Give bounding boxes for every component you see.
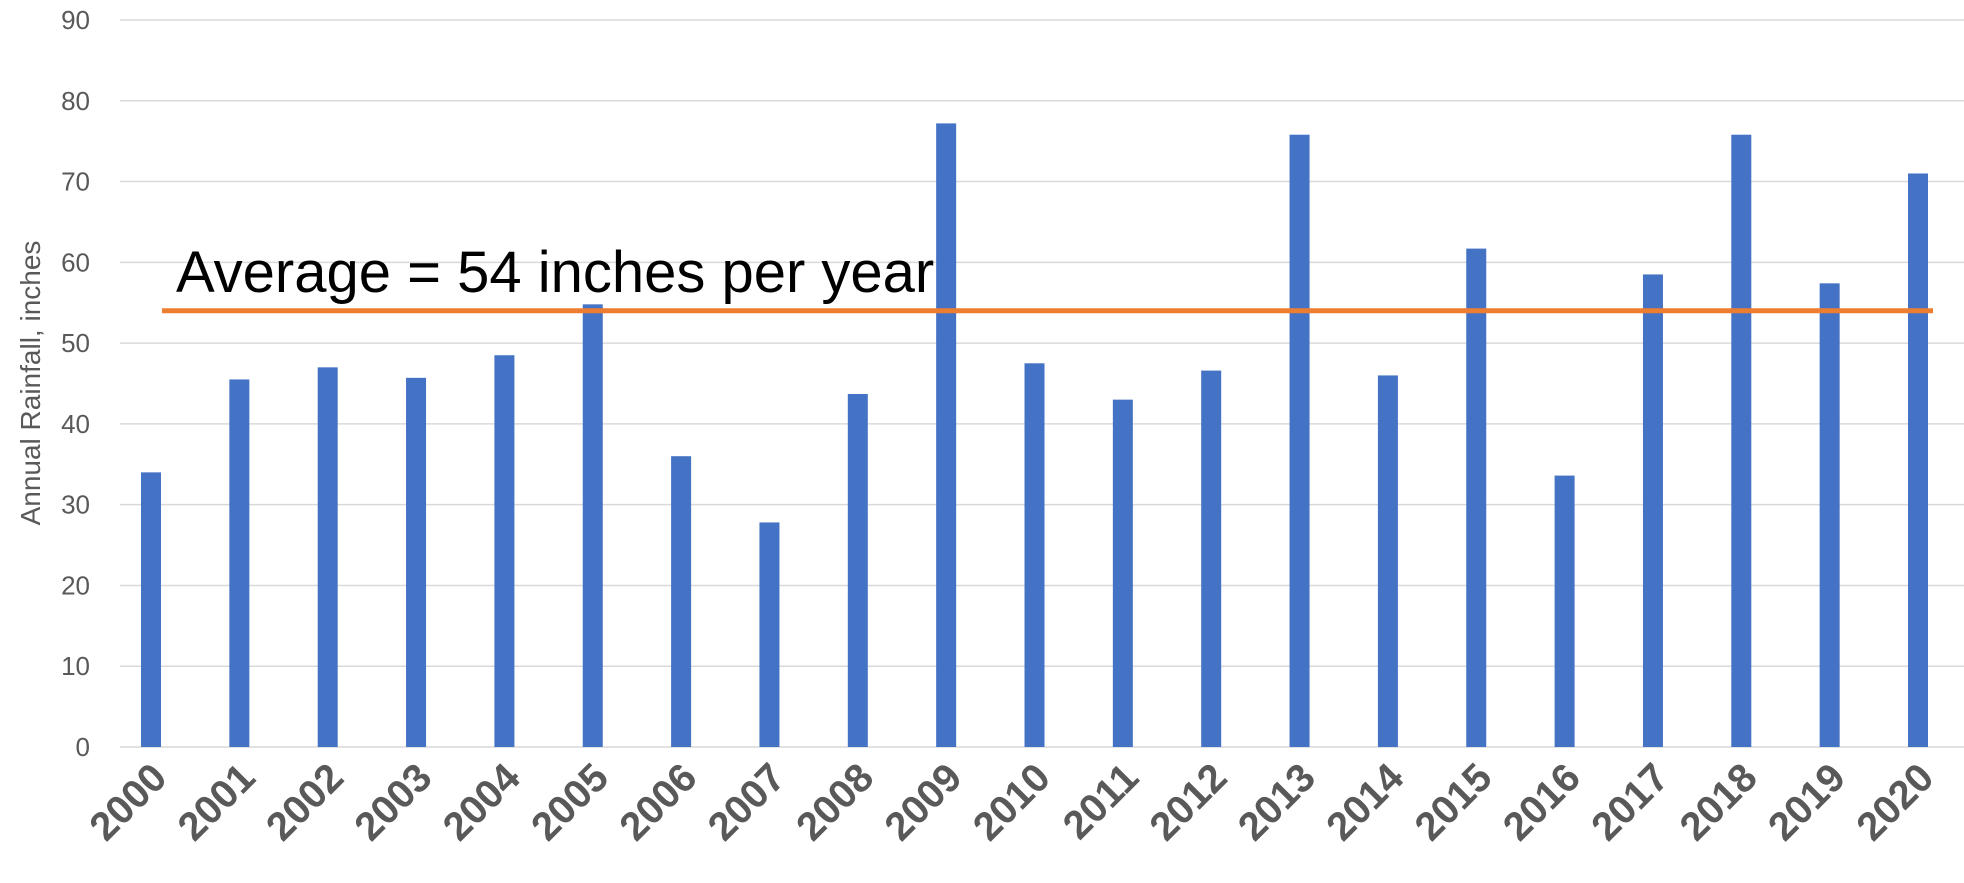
y-tick-label: 50 xyxy=(61,328,90,358)
bar-2011 xyxy=(1112,399,1133,747)
bar-2002 xyxy=(317,367,338,747)
y-axis-ticks: 0 10 20 30 40 50 60 70 80 90 xyxy=(61,5,90,762)
bar-2010 xyxy=(1024,363,1045,747)
x-tick-label-2015: 2015 xyxy=(1407,755,1501,849)
bar-2013 xyxy=(1289,134,1310,747)
bar-2017 xyxy=(1642,274,1663,747)
x-tick-label-2019: 2019 xyxy=(1760,755,1854,849)
bar-2003 xyxy=(406,377,427,747)
y-tick-label: 20 xyxy=(61,570,90,600)
x-tick-label-2018: 2018 xyxy=(1672,755,1766,849)
bar-2019 xyxy=(1819,283,1840,747)
y-axis-label: Annual Rainfall, inches xyxy=(15,241,46,526)
x-tick-label-2004: 2004 xyxy=(435,755,530,850)
x-tick-label-2010: 2010 xyxy=(965,755,1059,849)
y-tick-label: 40 xyxy=(61,409,90,439)
x-tick-label-2016: 2016 xyxy=(1495,755,1589,849)
x-tick-label-2001: 2001 xyxy=(170,755,264,849)
x-tick-label-2020: 2020 xyxy=(1848,755,1942,849)
x-tick-label-2011: 2011 xyxy=(1055,755,1147,847)
x-tick-label-2000: 2000 xyxy=(81,755,175,849)
y-tick-label: 10 xyxy=(61,651,90,681)
average-annotation: Average = 54 inches per year xyxy=(176,240,934,305)
bar-2012 xyxy=(1201,370,1222,747)
bar-2009 xyxy=(936,123,957,747)
bar-2008 xyxy=(847,394,868,747)
bar-2004 xyxy=(494,355,515,747)
y-tick-label: 0 xyxy=(76,732,90,762)
x-tick-label-2017: 2017 xyxy=(1583,755,1677,849)
bars xyxy=(141,123,1928,747)
y-tick-label: 60 xyxy=(61,247,90,277)
x-tick-label-2008: 2008 xyxy=(788,755,882,849)
x-tick-label-2014: 2014 xyxy=(1318,755,1413,850)
bar-2001 xyxy=(229,379,250,747)
bar-2014 xyxy=(1377,375,1398,747)
bar-2016 xyxy=(1554,475,1575,747)
x-tick-label-2003: 2003 xyxy=(346,755,440,849)
x-tick-label-2009: 2009 xyxy=(876,755,970,849)
bar-2018 xyxy=(1731,134,1752,747)
x-tick-label-2007: 2007 xyxy=(700,755,794,849)
y-tick-label: 90 xyxy=(61,5,90,35)
bar-2006 xyxy=(671,456,692,747)
x-tick-label-2005: 2005 xyxy=(523,755,617,849)
x-axis-ticks: 2000200120022003200420052006200720082009… xyxy=(81,755,1942,850)
bar-2020 xyxy=(1908,173,1928,747)
x-tick-label-2006: 2006 xyxy=(611,755,705,849)
bar-2005 xyxy=(582,304,603,747)
x-tick-label-2002: 2002 xyxy=(258,755,352,849)
bar-2007 xyxy=(759,522,780,747)
x-tick-label-2012: 2012 xyxy=(1142,755,1236,849)
bar-2000 xyxy=(141,472,161,747)
y-tick-label: 70 xyxy=(61,167,90,197)
y-tick-label: 30 xyxy=(61,490,90,520)
x-tick-label-2013: 2013 xyxy=(1230,755,1324,849)
y-tick-label: 80 xyxy=(61,86,90,116)
bar-2015 xyxy=(1466,248,1487,747)
